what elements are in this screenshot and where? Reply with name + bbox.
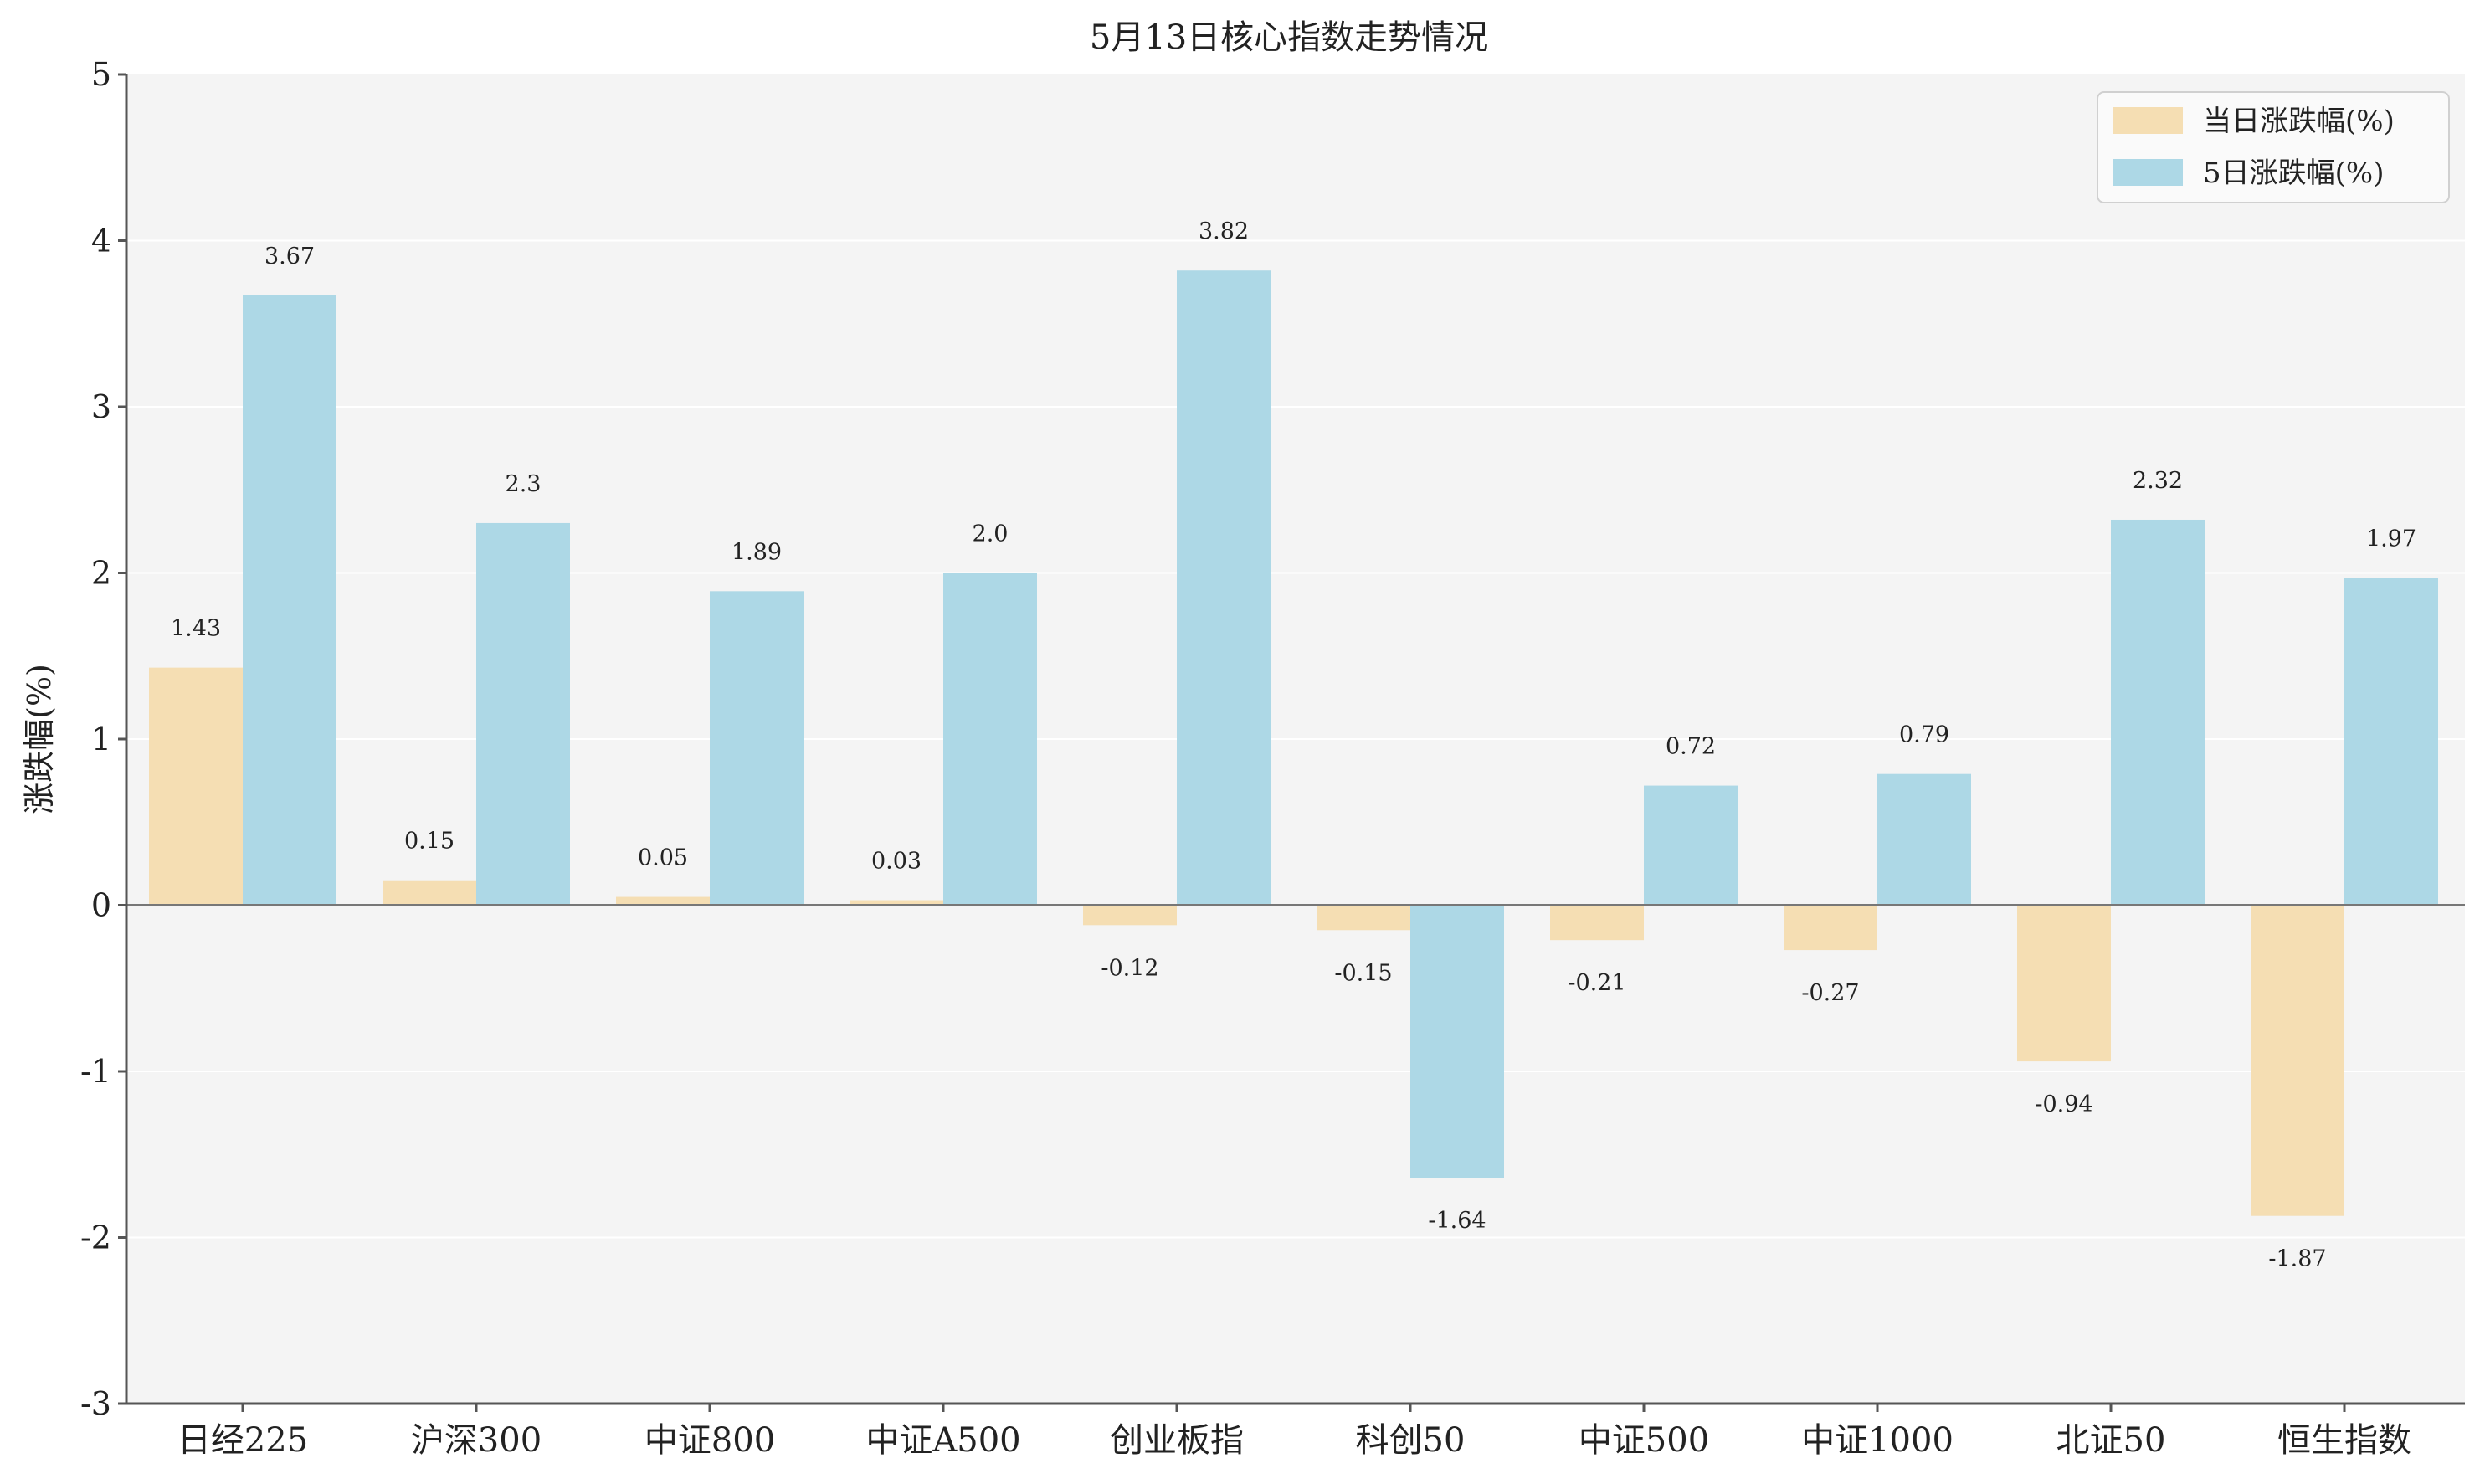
data-label: -0.94 — [2035, 1091, 2092, 1117]
legend-swatch — [2113, 159, 2183, 186]
y-tick-label: 0 — [91, 887, 111, 924]
bar-daily — [1550, 905, 1644, 941]
data-label: -0.21 — [1568, 970, 1625, 996]
bar-5day — [1877, 773, 1971, 906]
y-tick-label: 4 — [91, 223, 111, 259]
data-label: 0.79 — [1899, 722, 1949, 748]
bar-daily — [383, 880, 476, 906]
data-label: 1.97 — [2366, 526, 2416, 552]
data-label: 2.3 — [506, 471, 542, 497]
legend-box — [2097, 91, 2450, 203]
data-label: 0.05 — [638, 845, 688, 871]
bar-daily — [850, 900, 943, 906]
bar-5day — [710, 591, 804, 906]
data-label: 3.82 — [1199, 218, 1249, 244]
data-label: 3.67 — [264, 244, 315, 270]
x-tick-label: 日经225 — [177, 1421, 308, 1460]
y-tick-label: -3 — [80, 1385, 111, 1422]
bar-5day — [2111, 519, 2205, 906]
x-tick-label: 科创50 — [1356, 1421, 1466, 1460]
data-label: 0.03 — [871, 849, 922, 875]
y-ticks: -3 -2 -1 0 1 2 3 4 5 — [80, 56, 126, 1422]
bar-5day — [2344, 578, 2438, 906]
legend-swatch — [2113, 107, 2183, 134]
data-label: 1.89 — [732, 539, 782, 565]
data-label: 0.72 — [1666, 734, 1716, 760]
bars — [149, 270, 2438, 1216]
bar-5day — [1410, 905, 1504, 1178]
bar-5day — [943, 573, 1037, 906]
y-tick-label: 2 — [91, 555, 111, 592]
y-tick-label: -2 — [80, 1220, 111, 1256]
y-axis-label: 涨跌幅(%) — [21, 664, 58, 814]
bar-daily — [1317, 905, 1410, 931]
data-label: -0.15 — [1334, 960, 1392, 986]
x-tick-label: 恒生指数 — [2277, 1421, 2411, 1460]
bar-daily — [616, 896, 710, 906]
x-tick-label: 沪深300 — [411, 1421, 542, 1460]
data-label: -1.64 — [1428, 1208, 1486, 1234]
x-tick-label: 创业板指 — [1110, 1421, 1244, 1460]
legend-label: 当日涨跌幅(%) — [2203, 105, 2395, 138]
y-tick-label: 1 — [91, 721, 111, 757]
legend-label: 5日涨跌幅(%) — [2203, 157, 2384, 190]
y-tick-label: 5 — [91, 56, 111, 93]
bar-daily — [2251, 905, 2344, 1216]
data-label: -1.87 — [2268, 1246, 2326, 1272]
bar-daily — [149, 667, 243, 906]
bar-5day — [476, 522, 570, 906]
x-tick-label: 中证500 — [1579, 1421, 1709, 1460]
bar-daily — [1083, 905, 1177, 926]
data-label: 2.0 — [973, 521, 1009, 547]
bar-daily — [2017, 905, 2111, 1062]
data-label: 0.15 — [404, 829, 454, 855]
data-label: 1.43 — [171, 616, 221, 642]
data-labels: 1.43 0.15 0.05 0.03 -0.12 -0.15 -0.21 -0.27 -0.9… — [171, 218, 2416, 1271]
bar-5day — [243, 295, 336, 906]
data-label: 2.32 — [2133, 468, 2183, 494]
y-tick-label: -1 — [80, 1053, 111, 1090]
bar-5day — [1177, 270, 1271, 906]
data-label: -0.12 — [1101, 955, 1158, 981]
x-tick-label: 中证1000 — [1801, 1421, 1954, 1460]
bar-daily — [1784, 905, 1877, 951]
x-ticks: 日经225 沪深300 中证800 中证A500 创业板指 科创50 中证500 中证1000… — [177, 1404, 2411, 1460]
legend: 当日涨跌幅(%) 5日涨跌幅(%) — [2097, 91, 2450, 203]
x-tick-label: 中证A500 — [865, 1421, 1020, 1460]
bar-5day — [1644, 785, 1738, 906]
y-tick-label: 3 — [91, 388, 111, 425]
chart-title: 5月13日核心指数走势情况 — [1090, 18, 1488, 57]
x-tick-label: 中证800 — [644, 1421, 775, 1460]
data-label: -0.27 — [1801, 980, 1859, 1006]
x-tick-label: 北证50 — [2056, 1421, 2166, 1460]
